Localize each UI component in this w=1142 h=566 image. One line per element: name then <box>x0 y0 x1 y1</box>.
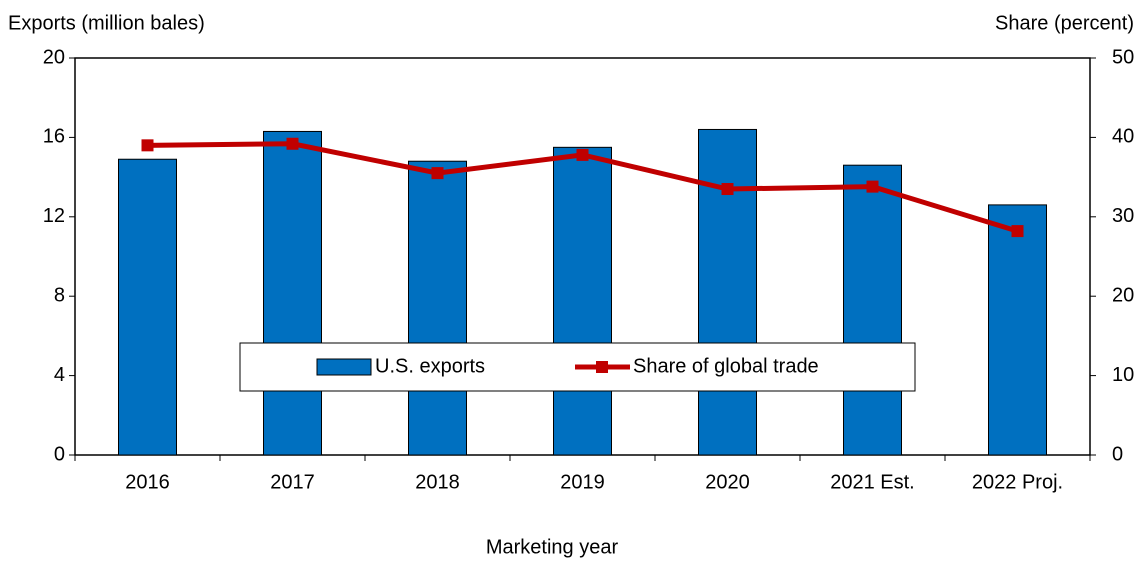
line-marker <box>141 139 154 152</box>
legend-label: Share of global trade <box>633 355 819 377</box>
y2-tick-label: 50 <box>1112 46 1134 68</box>
y-tick-label: 0 <box>54 443 65 465</box>
x-tick-label: 2022 Proj. <box>972 471 1063 493</box>
x-tick-label: 2019 <box>560 471 605 493</box>
y2-tick-label: 20 <box>1112 284 1134 306</box>
line-marker <box>721 183 734 196</box>
legend-label: U.S. exports <box>375 355 485 377</box>
line-marker <box>866 180 879 193</box>
bar <box>553 146 612 456</box>
y-tick-label: 20 <box>43 46 65 68</box>
line-marker <box>576 148 589 161</box>
x-tick-label: 2021 Est. <box>830 471 915 493</box>
y-tick-label: 12 <box>43 205 65 227</box>
bar <box>408 160 467 456</box>
y2-tick-label: 30 <box>1112 205 1134 227</box>
x-tick-label: 2017 <box>270 471 315 493</box>
line-marker <box>431 167 444 180</box>
y-tick-label: 16 <box>43 126 65 148</box>
x-tick-label: 2016 <box>125 471 170 493</box>
y-axis-title: Exports (million bales) <box>8 12 205 34</box>
y2-tick-label: 0 <box>1112 443 1123 465</box>
x-tick-label: 2018 <box>415 471 460 493</box>
x-tick-label: 2020 <box>705 471 750 493</box>
bar <box>988 204 1047 456</box>
y2-tick-label: 10 <box>1112 364 1134 386</box>
y2-axis-title: Share (percent) <box>995 12 1134 34</box>
legend-swatch <box>316 358 372 376</box>
y2-tick-label: 40 <box>1112 126 1134 148</box>
legend-marker <box>596 361 608 373</box>
bar <box>263 130 322 456</box>
line-marker <box>286 137 299 150</box>
line-marker <box>1011 225 1024 238</box>
x-axis-title: Marketing year <box>486 536 619 558</box>
y-tick-label: 4 <box>54 364 65 386</box>
bar <box>843 164 902 456</box>
bar <box>698 128 757 456</box>
bar <box>118 158 177 456</box>
y-tick-label: 8 <box>54 284 65 306</box>
